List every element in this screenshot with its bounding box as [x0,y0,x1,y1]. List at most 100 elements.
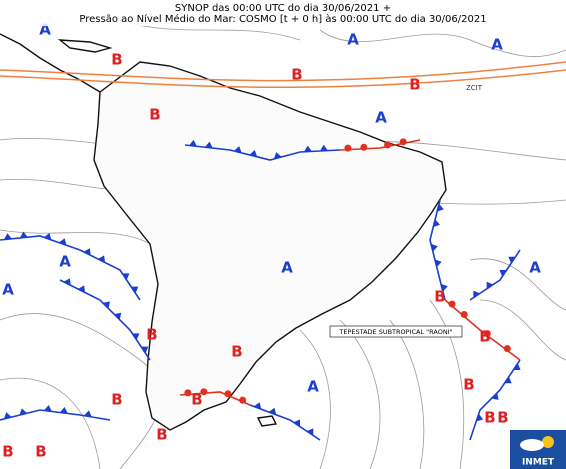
front-symbol [102,301,110,309]
warm-front [339,139,421,151]
itcz-label: ZCIT [466,84,483,92]
pressure-center: B [497,409,508,427]
front-symbol [58,238,67,246]
front-symbol [63,278,71,286]
front-symbol [434,259,442,268]
front-symbol [141,346,149,354]
title-line: SYNOP das 00:00 UTC do dia 30/06/2021 + [175,3,391,14]
pressure-center: A [2,281,14,299]
logo: INMET [510,430,566,469]
pressure-center: A [491,36,503,54]
front-symbol [224,390,232,398]
pressure-center: B [479,328,490,346]
front-symbol [253,402,262,410]
front-symbol [344,144,352,152]
front-symbol [491,392,499,400]
front-symbol [83,248,91,256]
pressure-center: B [35,443,46,461]
front-symbol [249,150,258,157]
pressure-center: B [111,51,122,69]
front-symbol [122,273,130,280]
front-symbol [188,139,197,147]
front-symbol [97,255,106,263]
front-symbol [293,419,300,427]
front-symbol [59,407,68,414]
central-america [0,33,101,93]
pressure-center: A [347,31,359,49]
pressure-center: B [2,443,13,461]
front-symbol [433,219,440,228]
pressure-center: B [149,106,160,124]
front-symbol [239,396,247,404]
front-symbol [503,345,511,353]
front-symbol [77,285,86,293]
pressure-center: A [281,259,293,277]
front-symbol [319,144,328,152]
front-symbol [483,330,491,338]
front-symbol [448,300,456,308]
front-symbol [399,138,407,146]
pressure-center: A [375,109,387,127]
title-line: Pressão ao Nível Médio do Mar: COSMO [t … [79,13,486,25]
itcz [0,69,566,89]
pressure-center: B [434,288,445,306]
falklands [256,415,278,427]
pressure-center: B [409,76,420,94]
logo-cloud [520,439,544,451]
front-symbol [486,281,494,289]
front-symbol [437,203,444,212]
pressure-center: B [111,391,122,409]
front-symbol [440,283,448,292]
fronts [0,138,521,441]
pressure-center: B [231,343,242,361]
front-symbol [184,389,192,397]
front-symbol [504,376,512,384]
pressure-center: B [146,326,157,344]
front-symbol [200,388,208,396]
front-symbol [132,333,140,340]
logo-text: INMET [522,458,555,468]
front-symbol [460,310,468,318]
pressure-center: B [463,376,474,394]
pressure-center: B [156,426,167,444]
pressure-center: A [59,253,71,271]
front-symbol [384,141,392,149]
logo-sun [542,436,554,448]
storm-label: TEPESTADE SUBTROPICAL "RAONI" [338,328,452,336]
front-symbol [204,141,213,149]
caribbean [57,39,113,53]
front-symbol [83,410,92,417]
south-america [93,61,447,431]
front-symbol [306,428,314,436]
front-symbol [360,143,368,151]
front-symbol [233,146,242,153]
front-symbol [19,408,28,416]
storm-box [329,325,463,338]
front-symbol [473,290,480,298]
front-symbol [430,243,438,252]
pressure-center: A [529,259,541,277]
front-symbol [131,286,139,294]
pressure-center: B [291,66,302,84]
pressure-center: B [191,391,202,409]
front-symbol [268,407,277,415]
pressure-center: A [307,378,319,396]
front-symbol [499,270,507,277]
itcz [0,61,566,82]
front-symbol [3,233,12,240]
front-symbol [508,256,516,264]
front-symbol [43,405,52,412]
title-band [0,0,566,26]
front-symbol [114,312,122,320]
front-symbol [303,145,312,152]
front-symbol [19,231,28,239]
front-symbol [273,152,282,159]
cold-front [469,359,521,441]
front-symbol [3,412,12,420]
pressure-center: B [484,409,495,427]
front-symbol [476,413,484,422]
cold-front [184,144,341,161]
front-symbol [43,232,52,240]
